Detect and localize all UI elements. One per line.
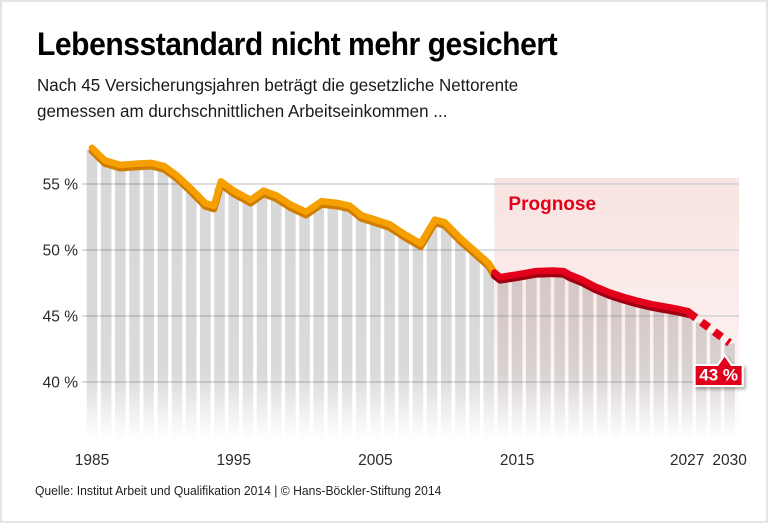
year-bar-2023 bbox=[625, 300, 636, 442]
year-bar-2006 bbox=[384, 225, 395, 442]
year-bar-2024 bbox=[639, 304, 650, 442]
year-bar-1987 bbox=[115, 166, 126, 442]
forecast-line bbox=[491, 267, 692, 315]
year-bar-2003 bbox=[341, 206, 353, 442]
end-value-callout bbox=[693, 353, 744, 387]
year-bar-2019 bbox=[568, 277, 580, 442]
x-tick-label-1995: 1995 bbox=[216, 452, 250, 469]
year-bar-2022 bbox=[610, 296, 622, 442]
y-tick-label-50: 50 % bbox=[43, 243, 79, 260]
year-bar-2017 bbox=[540, 272, 551, 442]
year-bar-2004 bbox=[355, 216, 367, 442]
x-tick-label-2005: 2005 bbox=[358, 452, 392, 469]
year-bar-2000 bbox=[299, 212, 310, 442]
year-bar-1991 bbox=[171, 177, 183, 442]
year-bar-2010 bbox=[440, 225, 452, 442]
page-title: Lebensstandard nicht mehr gesichert bbox=[37, 26, 558, 62]
year-bar-1996 bbox=[242, 199, 254, 442]
year-bar-2001 bbox=[313, 204, 325, 442]
year-bar-1989 bbox=[143, 164, 154, 443]
year-bar-2015 bbox=[511, 276, 523, 442]
forecast-caption: Prognose bbox=[508, 194, 596, 215]
year-bar-2021 bbox=[596, 290, 608, 442]
year-bar-2025 bbox=[653, 307, 665, 442]
x-tick-label-2015: 2015 bbox=[500, 452, 534, 469]
chart-subtitle-line1: Nach 45 Versicherungsjahren beträgt die … bbox=[37, 75, 519, 95]
year-bar-2020 bbox=[582, 284, 594, 442]
x-tick-label-1985: 1985 bbox=[75, 452, 109, 469]
year-bar-1988 bbox=[129, 165, 140, 442]
year-bar-2007 bbox=[398, 235, 410, 442]
y-tick-label-40: 40 % bbox=[43, 375, 79, 392]
year-bar-2016 bbox=[525, 273, 537, 442]
year-bar-1997 bbox=[256, 193, 268, 442]
year-bar-1998 bbox=[270, 196, 282, 442]
year-bar-2008 bbox=[412, 243, 424, 442]
y-tick-label-55: 55 % bbox=[43, 177, 79, 194]
year-bar-2009 bbox=[426, 226, 438, 442]
year-bar-2029 bbox=[710, 332, 721, 442]
year-bar-1985 bbox=[86, 149, 98, 443]
end-value-label: 43 % bbox=[699, 366, 738, 385]
y-tick-label-45: 45 % bbox=[43, 309, 79, 326]
year-bar-2012 bbox=[469, 252, 480, 442]
source-caption: Quelle: Institut Arbeit und Qualifikatio… bbox=[35, 484, 442, 498]
year-bar-1992 bbox=[185, 190, 197, 442]
year-bar-2026 bbox=[667, 309, 679, 442]
chart-subtitle: Nach 45 Versicherungsjahren beträgt die … bbox=[37, 72, 518, 124]
year-bar-2011 bbox=[455, 239, 466, 442]
historical-line bbox=[88, 144, 498, 276]
year-bar-1993 bbox=[200, 204, 211, 442]
year-bar-2005 bbox=[370, 221, 381, 442]
x-tick-label-2027: 2027 bbox=[670, 452, 704, 469]
year-bar-2002 bbox=[327, 204, 339, 442]
year-bar-1999 bbox=[285, 206, 296, 442]
year-bar-1994 bbox=[214, 187, 225, 442]
pension-level-chart: 55 % 50 % 45 % 40 % 1985 1995 2005 2015 2027 2030… bbox=[43, 144, 747, 469]
year-bar-1986 bbox=[100, 162, 112, 442]
year-bar-2027 bbox=[681, 312, 693, 442]
year-bar-1995 bbox=[228, 192, 239, 442]
year-bar-2014 bbox=[497, 278, 509, 442]
year-bar-2030 bbox=[724, 343, 735, 442]
year-bar-2018 bbox=[554, 272, 565, 442]
forecast-line-dashed bbox=[686, 309, 732, 347]
x-tick-label-2030: 2030 bbox=[712, 452, 747, 469]
year-bar-1990 bbox=[157, 167, 169, 442]
chart-subtitle-line2: gemessen am durchschnittlichen Arbeitsei… bbox=[37, 101, 448, 121]
year-bar-2013 bbox=[483, 264, 495, 442]
